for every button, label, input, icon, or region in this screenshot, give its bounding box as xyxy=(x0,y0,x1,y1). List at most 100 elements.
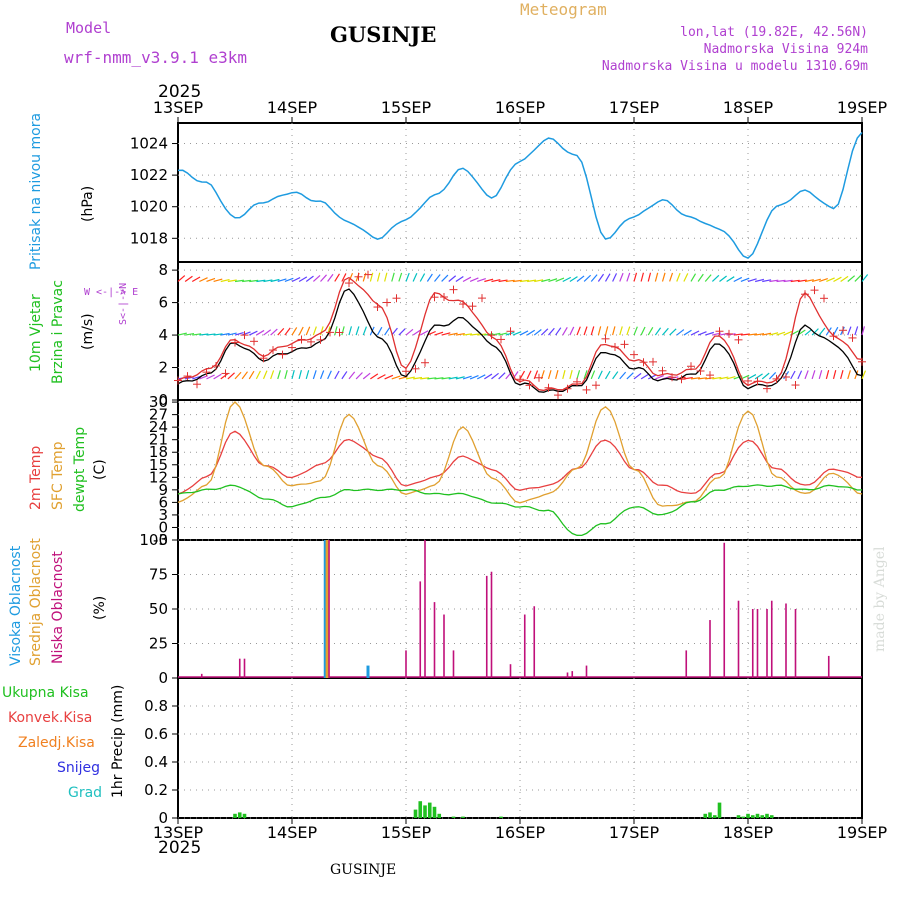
year-top: 2025 xyxy=(158,82,202,102)
gust-marker xyxy=(430,293,439,302)
wind-arrow xyxy=(220,332,230,336)
legend-rain: Ukupna Kisa xyxy=(2,685,89,701)
wind-arrow xyxy=(840,326,845,336)
gust-marker xyxy=(525,381,534,390)
x-tick-label-top: 13SEP xyxy=(153,98,204,117)
gust-marker xyxy=(582,385,591,394)
wind-arrow xyxy=(319,370,325,380)
cloud-bar xyxy=(243,658,246,678)
wind-arrow xyxy=(491,279,501,283)
wind-arrow xyxy=(861,370,867,380)
y-tick-label: 1022 xyxy=(130,166,168,184)
wind-arrow xyxy=(576,326,581,336)
gust-marker xyxy=(373,303,382,312)
wind-arrow xyxy=(576,370,581,380)
y-tick-label: 0 xyxy=(158,391,168,409)
wind-arrow xyxy=(819,277,828,283)
wind-arrow xyxy=(847,326,852,336)
wind-arrow xyxy=(405,272,410,282)
y-tick-label: 9 xyxy=(158,481,168,499)
x-tick-label-top: 17SEP xyxy=(609,98,660,117)
wind-arrow xyxy=(199,277,208,283)
wind-arrow xyxy=(655,374,664,380)
wind-arrow xyxy=(512,331,522,336)
wind-arrow xyxy=(590,274,598,282)
gust-marker xyxy=(392,294,401,303)
wind-arrow xyxy=(227,372,235,380)
wind-arrow xyxy=(405,376,415,380)
cloud-bar xyxy=(509,664,512,678)
x-tick-label-top: 19SEP xyxy=(837,98,888,117)
y-tick-label: 50 xyxy=(149,600,168,618)
y-tick-label: 15 xyxy=(149,456,168,474)
y-tick-label: 1018 xyxy=(130,229,168,247)
panel-2 xyxy=(172,399,863,541)
wind-arrow xyxy=(234,371,242,380)
y-tick-label: 21 xyxy=(149,431,168,449)
wind-arrow xyxy=(818,327,826,336)
wind-arrow xyxy=(469,374,479,380)
gust-marker xyxy=(601,334,610,343)
gust-marker xyxy=(354,272,363,281)
cloud-bar xyxy=(685,650,688,678)
pressure-line xyxy=(177,132,863,259)
gust-marker xyxy=(620,340,629,349)
wind-arrow xyxy=(740,333,750,336)
wind-arrow xyxy=(569,276,578,282)
wind-arrow xyxy=(505,279,515,283)
wind-speed-line xyxy=(177,288,863,393)
cloud-bar xyxy=(709,620,711,678)
wind-arrow xyxy=(448,376,458,380)
footer-station: GUSINJE xyxy=(330,862,397,878)
wind-arrow xyxy=(683,376,693,380)
wind-arrow xyxy=(847,275,856,282)
wind-arrow xyxy=(213,333,223,336)
y-tick-label: 100 xyxy=(139,531,168,549)
wind-arrow xyxy=(697,273,704,282)
panel-4 xyxy=(172,677,863,819)
wind-arrow xyxy=(811,328,819,336)
gust-marker xyxy=(487,331,496,340)
y-tick-label: 1024 xyxy=(130,135,168,153)
gust-marker xyxy=(278,350,287,359)
wind-arrow xyxy=(434,274,441,282)
gust-marker xyxy=(772,374,781,383)
wind-arrow xyxy=(818,370,823,380)
wind-arrow xyxy=(726,376,736,380)
gust-marker xyxy=(316,335,325,344)
wind-arrow xyxy=(583,326,588,336)
wind-arrow xyxy=(583,274,592,282)
cloud-bar xyxy=(238,658,241,678)
wind-arrow xyxy=(633,326,638,336)
gust-marker xyxy=(411,364,420,373)
x-tick-label-top: 16SEP xyxy=(495,98,546,117)
wind-arrow xyxy=(327,273,334,282)
y-tick-label: 1020 xyxy=(130,198,168,216)
wind-arrow xyxy=(633,372,642,380)
station-title: GUSINJE xyxy=(330,22,437,47)
wind-arrow xyxy=(277,370,281,380)
gust-marker xyxy=(706,371,714,380)
wind-arrow xyxy=(291,327,298,336)
wind-arrow xyxy=(761,372,770,380)
wind-arrow xyxy=(355,372,363,380)
wind-arrow xyxy=(804,279,814,283)
y-tick-label: 24 xyxy=(149,418,168,436)
gust-marker xyxy=(696,366,705,375)
cloud-bar xyxy=(443,614,445,678)
gust-marker xyxy=(658,366,667,375)
wind-arrow xyxy=(712,376,722,380)
wind-arrow xyxy=(519,279,530,283)
wind-arrow xyxy=(362,372,371,380)
legend-frz: Zaledj.Kisa xyxy=(18,735,95,751)
precip-bar xyxy=(451,816,456,818)
cloud-bar xyxy=(366,665,370,678)
dewpt-line xyxy=(177,484,863,537)
gust-marker xyxy=(801,290,809,299)
wind-arrow xyxy=(690,273,697,282)
wind-arrow xyxy=(804,328,813,336)
cloud-bar xyxy=(571,671,574,678)
gust-marker xyxy=(687,362,695,371)
wind-arrow xyxy=(811,370,816,380)
wind-arrow xyxy=(391,327,398,336)
